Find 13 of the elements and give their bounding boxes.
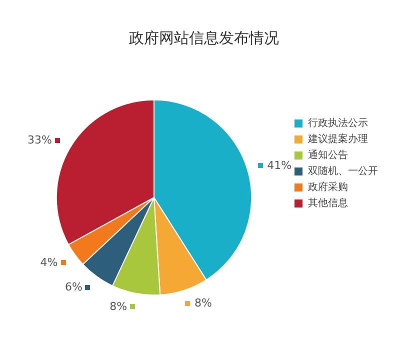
data-label: 4% xyxy=(40,256,58,269)
data-label: 41% xyxy=(267,159,292,172)
data-label: 8% xyxy=(110,300,128,313)
data-label: 33% xyxy=(28,134,52,147)
legend-label: 建议提案办理 xyxy=(307,133,368,146)
legend-label: 通知公告 xyxy=(308,149,348,162)
legend-label: 行政执法公示 xyxy=(308,117,368,130)
data-label: 6% xyxy=(64,280,82,294)
legend-label: 其他信息 xyxy=(308,197,348,210)
chart-title: 政府网站信息发布情况 xyxy=(129,28,279,47)
data-label: 8% xyxy=(194,296,212,310)
legend-label: 双随机、一公开 xyxy=(308,165,378,178)
legend-label: 政府采购 xyxy=(308,181,348,194)
